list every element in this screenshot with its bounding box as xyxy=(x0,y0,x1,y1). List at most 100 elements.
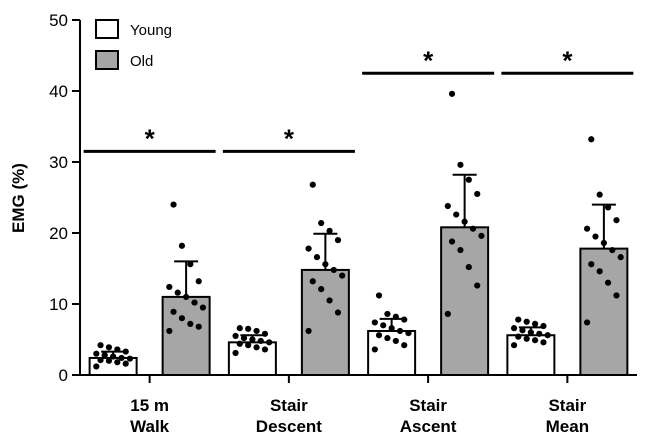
data-point xyxy=(245,342,252,349)
data-point xyxy=(236,325,243,332)
data-point xyxy=(191,299,198,306)
data-point xyxy=(253,327,260,335)
data-point xyxy=(457,161,464,168)
bars xyxy=(88,226,629,377)
data-point xyxy=(380,322,387,329)
bar-old xyxy=(440,226,490,376)
data-point xyxy=(195,323,202,330)
data-point xyxy=(384,310,391,318)
data-point xyxy=(531,320,539,327)
category-label: Ascent xyxy=(400,417,457,436)
y-axis-title: EMG (%) xyxy=(9,163,28,233)
data-point xyxy=(318,285,325,293)
data-point xyxy=(453,211,460,218)
data-point xyxy=(313,254,321,261)
y-axis: 0 10 20 30 40 50 EMG (%) xyxy=(9,11,81,385)
data-point xyxy=(600,239,607,247)
data-point xyxy=(596,191,603,198)
legend: Young Old xyxy=(95,19,172,70)
data-point xyxy=(126,355,134,362)
bar-old xyxy=(300,268,350,377)
category-label: Stair xyxy=(270,396,308,415)
data-point xyxy=(588,261,595,268)
data-point xyxy=(609,246,616,254)
category-label: Stair xyxy=(409,396,447,415)
data-point xyxy=(515,316,522,323)
data-point xyxy=(334,309,342,316)
x-axis: 15 m Walk Stair Descent Stair Ascent Stair Mean xyxy=(80,374,637,436)
data-point xyxy=(114,359,121,366)
data-point xyxy=(170,308,177,315)
data-point xyxy=(110,353,117,360)
data-point xyxy=(474,282,481,289)
data-point xyxy=(375,332,383,339)
data-point xyxy=(405,330,412,337)
data-point xyxy=(444,310,451,318)
bar-young xyxy=(227,341,277,376)
data-points xyxy=(93,90,624,370)
y-tick-label: 30 xyxy=(49,153,68,172)
y-tick-label: 0 xyxy=(59,366,68,385)
significance-asterisk: * xyxy=(145,123,156,153)
data-point xyxy=(199,304,207,311)
data-point xyxy=(604,204,612,211)
data-point xyxy=(97,342,104,349)
data-point xyxy=(384,334,391,342)
data-point xyxy=(105,344,113,351)
y-tick-label: 20 xyxy=(49,224,68,243)
data-point xyxy=(232,349,239,357)
data-point xyxy=(388,325,395,332)
data-point xyxy=(122,348,129,355)
data-point xyxy=(93,350,100,357)
data-point xyxy=(544,332,551,339)
data-point xyxy=(448,238,456,245)
data-point xyxy=(305,245,312,252)
data-point xyxy=(392,337,399,345)
data-point xyxy=(261,330,269,337)
significance-asterisk: * xyxy=(562,45,573,75)
data-point xyxy=(266,339,273,346)
data-point xyxy=(309,278,316,285)
data-point xyxy=(510,325,518,332)
data-point xyxy=(523,318,530,325)
y-tick-label: 10 xyxy=(49,295,68,314)
data-point xyxy=(474,190,481,198)
significance-asterisk: * xyxy=(284,123,295,153)
data-point xyxy=(527,329,534,336)
data-point xyxy=(183,293,190,300)
data-point xyxy=(245,325,252,332)
data-point xyxy=(392,313,399,320)
data-point xyxy=(531,337,539,344)
data-point xyxy=(540,339,547,346)
data-point xyxy=(592,233,599,240)
data-point xyxy=(465,263,472,271)
data-point xyxy=(166,327,173,335)
data-point xyxy=(523,335,530,342)
bar-young xyxy=(506,334,556,376)
data-point xyxy=(371,346,378,353)
data-point xyxy=(178,242,186,249)
data-point xyxy=(444,202,451,210)
data-point xyxy=(249,336,256,343)
data-point xyxy=(536,330,543,337)
bar-old xyxy=(579,247,629,376)
data-point xyxy=(401,342,408,349)
category-label: Descent xyxy=(256,417,322,436)
data-point xyxy=(114,346,121,353)
data-point xyxy=(318,219,325,227)
legend-swatch-old xyxy=(95,50,119,70)
data-point xyxy=(401,316,408,323)
data-point xyxy=(195,278,202,285)
category-label: Stair xyxy=(548,396,586,415)
y-ticks: 0 10 20 30 40 50 xyxy=(49,11,80,385)
data-point xyxy=(375,292,383,299)
category-label: 15 m xyxy=(130,396,169,415)
data-point xyxy=(170,201,177,208)
significance-asterisk: * xyxy=(423,45,434,75)
x-labels: 15 m Walk Stair Descent Stair Ascent Stair Mean xyxy=(130,396,589,436)
data-point xyxy=(478,232,485,239)
data-point xyxy=(253,344,260,351)
data-point xyxy=(510,342,518,349)
data-point xyxy=(540,322,547,330)
